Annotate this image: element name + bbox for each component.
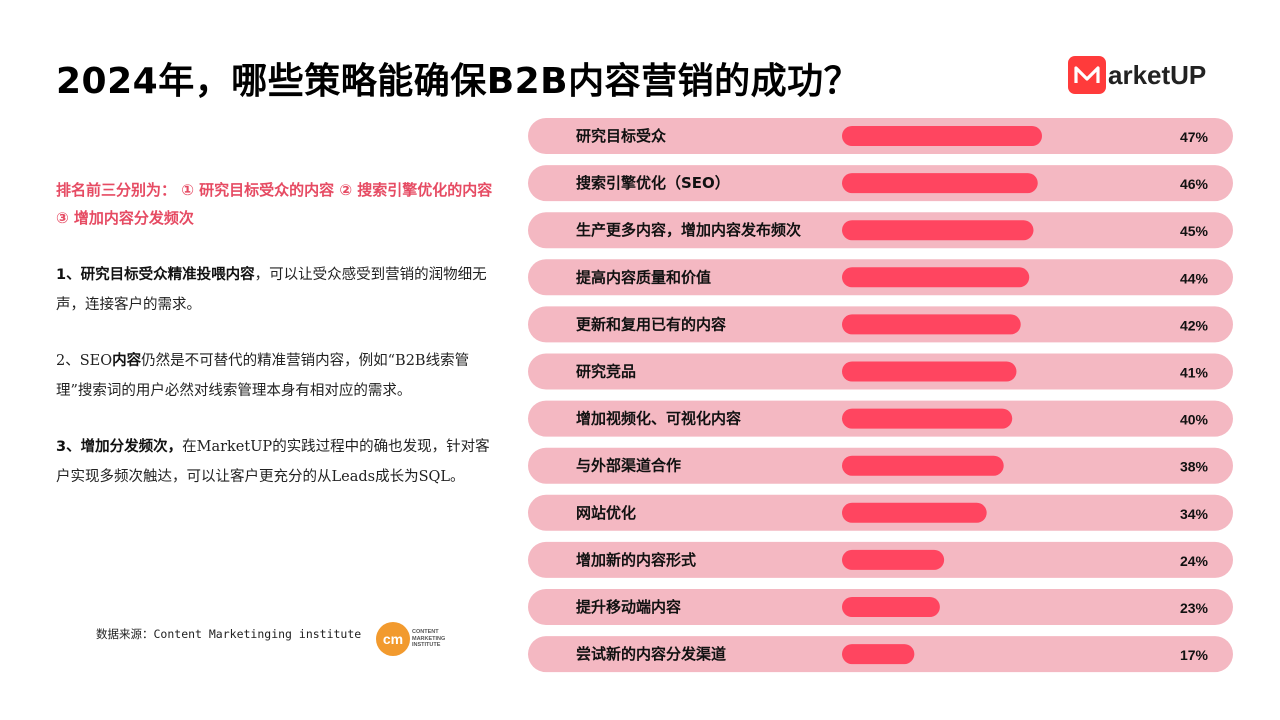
- category-label: 与外部渠道合作: [576, 457, 681, 475]
- cmi-logo-text: CONTENT MARKETING INSTITUTE: [412, 629, 445, 649]
- bar: [842, 267, 1030, 288]
- value-label: 23%: [1180, 600, 1209, 616]
- category-label: 提高内容质量和价值: [576, 268, 711, 286]
- category-label: 网站优化: [576, 504, 636, 522]
- point-3-bold: 3、增加分发频次，: [56, 439, 183, 455]
- category-label: 更新和复用已有的内容: [576, 315, 726, 333]
- bar: [842, 502, 987, 523]
- value-label: 45%: [1180, 223, 1209, 239]
- m-logo-icon: [1068, 56, 1106, 94]
- value-label: 24%: [1180, 553, 1209, 569]
- bar: [842, 644, 915, 665]
- marketup-logo: arketUP: [1068, 56, 1206, 94]
- category-label: 生产更多内容，增加内容发布频次: [576, 221, 801, 239]
- value-label: 44%: [1180, 270, 1209, 286]
- cmi-line-2: MARKETING: [412, 635, 446, 642]
- bar: [842, 549, 945, 570]
- point-2: 2、SEO内容仍然是不可替代的精准营销内容，例如“B2B线索管理”搜索词的用户必…: [56, 346, 496, 406]
- value-label: 42%: [1180, 317, 1209, 333]
- point-2-prefix: 2、SEO: [56, 353, 113, 369]
- cmi-line-3: INSTITUTE: [412, 642, 441, 649]
- value-label: 47%: [1180, 129, 1209, 145]
- page-title: 2024年，哪些策略能确保B2B内容营销的成功？: [56, 61, 861, 102]
- brand-text: arketUP: [1108, 59, 1207, 90]
- value-label: 40%: [1180, 412, 1209, 428]
- point-1-text: ，可以让受众感受到营销的润物细无声，连接客户的需求。: [56, 267, 487, 313]
- bar: [842, 361, 1017, 382]
- point-2-text: 仍然是不可替代的精准营销内容，例如“B2B线索管理”搜索词的用户必然对线索管理本…: [56, 353, 470, 399]
- value-label: 46%: [1180, 176, 1209, 192]
- point-1-bold: 1、研究目标受众精准投喂内容: [56, 267, 255, 283]
- cmi-logo: cm CONTENT MARKETING INSTITUTE: [376, 622, 445, 656]
- value-label: 41%: [1180, 365, 1209, 381]
- value-label: 34%: [1180, 506, 1209, 522]
- point-1: 1、研究目标受众精准投喂内容，可以让受众感受到营销的润物细无声，连接客户的需求。: [56, 260, 496, 320]
- bar: [842, 455, 1004, 476]
- point-3: 3、增加分发频次，在MarketUP的实践过程中的确也发现，针对客户实现多频次触…: [56, 432, 496, 492]
- bar: [842, 220, 1034, 241]
- category-label: 研究竞品: [576, 363, 636, 381]
- bar: [842, 173, 1038, 194]
- category-label: 提升移动端内容: [576, 598, 681, 616]
- value-label: 17%: [1180, 647, 1209, 663]
- value-label: 38%: [1180, 459, 1209, 475]
- category-label: 尝试新的内容分发渠道: [576, 645, 726, 663]
- category-label: 增加视频化、可视化内容: [576, 410, 741, 428]
- category-label: 增加新的内容形式: [576, 551, 696, 569]
- category-label: 搜索引擎优化（SEO）: [576, 174, 730, 192]
- point-2-bold: 内容: [112, 353, 142, 369]
- bar: [842, 126, 1042, 146]
- data-source: 数据来源：Content Marketinging institute: [96, 627, 362, 641]
- cmi-line-1: CONTENT: [412, 629, 439, 636]
- cmi-logo-icon: cm: [376, 622, 410, 656]
- top-three-highlight: 排名前三分别为： ① 研究目标受众的内容 ② 搜索引擎优化的内容 ③ 增加内容分…: [56, 181, 493, 227]
- bar: [842, 597, 940, 617]
- point-3-text: 在MarketUP的实践过程中的确也发现，针对客户实现多频次触达，可以让客户更充…: [56, 439, 490, 485]
- bar: [842, 314, 1021, 335]
- category-label: 研究目标受众: [576, 127, 666, 145]
- bar: [842, 408, 1013, 429]
